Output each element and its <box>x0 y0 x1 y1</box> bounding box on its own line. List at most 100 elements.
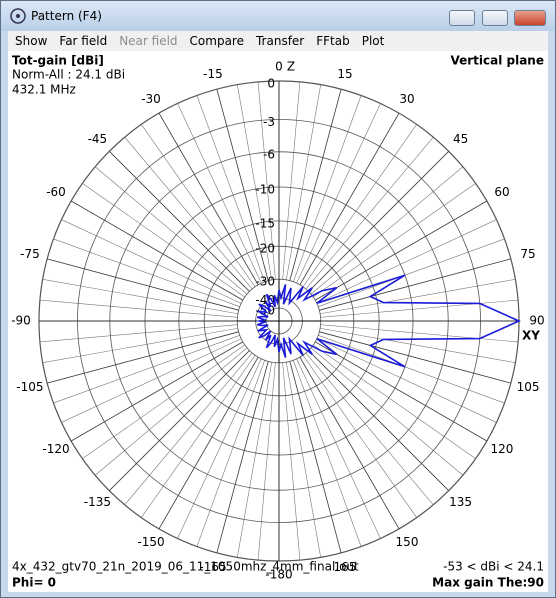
menu-item[interactable]: Plot <box>361 34 385 48</box>
minimize-button[interactable] <box>449 10 475 26</box>
angle-label: -180 <box>265 568 292 582</box>
angle-grid <box>158 356 259 530</box>
plot-area: 0 -3 -6 -10 -15 -20 -30 -40 -50 -180 -165 -150 -135-… <box>8 51 548 592</box>
spoke <box>124 352 253 506</box>
spoke <box>318 335 505 404</box>
angle-label: -105 <box>16 380 43 394</box>
spoke <box>310 347 464 476</box>
spoke <box>296 358 381 539</box>
angle-grid <box>308 151 449 292</box>
spoke <box>305 352 434 506</box>
ring-label: 0 <box>267 77 275 91</box>
angle-label: 15 <box>337 67 352 81</box>
angle-grid <box>299 112 400 286</box>
spoke <box>94 166 248 295</box>
window-title: Pattern (F4) <box>31 9 102 23</box>
polar-plot: 0-3-6-10-15-20-30-40-50-180-165-150-135-… <box>11 54 544 590</box>
max-gain-label: Max gain The:90 <box>432 576 544 590</box>
spoke <box>177 358 262 539</box>
angle-label: 0 <box>275 60 283 74</box>
angle-grid <box>70 200 244 301</box>
angle-grid <box>319 258 511 311</box>
angle-grid <box>216 89 269 281</box>
angle-label: -90 <box>11 314 31 328</box>
ring-label: -6 <box>263 147 275 161</box>
angle-label: 60 <box>494 185 509 199</box>
angle-label: -135 <box>84 495 111 509</box>
angle-grid <box>289 89 342 281</box>
angle-grid <box>299 356 400 530</box>
angle-grid <box>158 112 259 286</box>
angle-grid <box>109 350 250 491</box>
angle-label: -60 <box>46 185 66 199</box>
angle-grid <box>216 361 269 553</box>
angle-label: -30 <box>141 92 161 106</box>
spoke <box>53 335 240 404</box>
angle-grid <box>70 341 244 442</box>
angle-label: 165 <box>334 560 357 574</box>
spoke <box>316 219 497 304</box>
spoke <box>318 238 505 307</box>
menu-item[interactable]: Show <box>15 34 48 48</box>
menu-item[interactable]: Transfer <box>255 34 305 48</box>
axis-name: XY <box>522 329 540 343</box>
spoke <box>124 136 253 290</box>
menu-item[interactable]: Far field <box>59 34 108 48</box>
menu-item[interactable]: FFtab <box>316 34 350 48</box>
angle-grid <box>47 258 239 311</box>
title-bar: Pattern (F4) <box>1 1 555 31</box>
frequency-label: 432.1 MHz <box>12 83 76 97</box>
angle-grid <box>47 331 239 384</box>
plane-label: Vertical plane <box>450 54 544 68</box>
spoke <box>196 360 265 547</box>
spoke <box>293 360 362 547</box>
spoke <box>305 136 434 290</box>
angle-grid <box>314 200 488 301</box>
ring-label: -30 <box>255 275 275 289</box>
ring-label: -10 <box>255 182 275 196</box>
angle-label: 90 <box>529 314 544 328</box>
angle-label: -165 <box>199 560 226 574</box>
range-label: -53 < dBi < 24.1 <box>443 560 544 574</box>
quantity-label: Tot-gain [dBi] <box>12 54 104 68</box>
ring-label: -15 <box>255 216 275 230</box>
spoke <box>296 103 381 284</box>
angle-grid <box>289 361 342 553</box>
spoke <box>61 338 242 423</box>
angle-label: 30 <box>399 92 414 106</box>
angle-label: 135 <box>449 495 472 509</box>
angle-label: 120 <box>491 442 514 456</box>
ring-label: -3 <box>263 115 275 129</box>
app-icon <box>10 8 26 24</box>
spoke <box>94 347 248 476</box>
angle-grid <box>314 341 488 442</box>
angle-label: -120 <box>42 442 69 456</box>
spoke <box>61 219 242 304</box>
maximize-button[interactable] <box>482 10 508 26</box>
angle-label: -45 <box>88 132 108 146</box>
norm-label: Norm-All : 24.1 dBi <box>12 68 125 82</box>
angle-label: 45 <box>453 132 468 146</box>
angle-grid <box>109 151 250 292</box>
close-button[interactable] <box>514 10 546 26</box>
menu-item[interactable]: Compare <box>189 34 244 48</box>
spoke <box>53 238 240 307</box>
angle-grid <box>308 350 449 491</box>
gain-pattern <box>256 274 521 368</box>
spoke <box>293 95 362 282</box>
angle-label: -15 <box>203 67 223 81</box>
angle-grid <box>319 331 511 384</box>
angle-label: -150 <box>137 535 164 549</box>
file-name: 4x_432_gtv70_21n_2019_06_11_1050mhz_4mm_… <box>12 560 359 574</box>
spoke <box>177 103 262 284</box>
menu-bar: Show Far field Near field Compare Transfer FF… <box>8 31 548 51</box>
spoke <box>310 166 464 295</box>
menu-item[interactable]: Near field <box>119 34 178 48</box>
angle-label: 105 <box>517 380 540 394</box>
axis-name: Z <box>287 60 295 74</box>
angle-label: -75 <box>20 247 40 261</box>
angle-label: 150 <box>396 535 419 549</box>
angle-label: 75 <box>520 247 535 261</box>
spoke <box>316 338 497 423</box>
